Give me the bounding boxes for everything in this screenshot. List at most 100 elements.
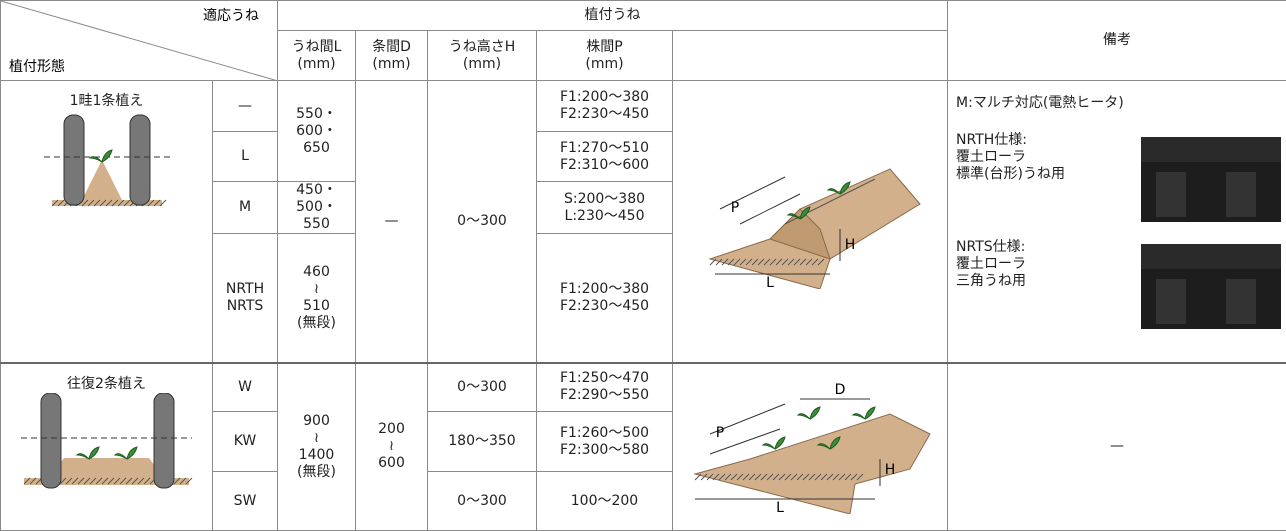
bed-height: 0～300 <box>428 472 537 531</box>
remark-text: NRTH仕様:覆土ローラ標準(台形)うね用 <box>956 132 1065 183</box>
cell-text: F2:230～450 <box>537 298 672 315</box>
cell-text: F1:270～510 <box>537 140 672 157</box>
planting-form: 往復2条植え <box>1 363 213 531</box>
cell-text: — <box>948 438 1286 455</box>
row-spacing: 450・500・550 <box>278 182 356 234</box>
drawing: H <box>885 462 896 478</box>
drawing: D <box>835 382 846 398</box>
cell-text: ≀ <box>356 438 427 455</box>
drawing: L <box>776 500 784 514</box>
drawing: 適応うね <box>203 7 259 24</box>
variant: W <box>213 363 278 412</box>
row-spacing: 900≀1400(無段) <box>278 363 356 531</box>
group-header: 植付うね <box>278 1 948 31</box>
cell-text: 0～300 <box>428 493 536 510</box>
empty-header <box>673 31 948 81</box>
cell-text: 600・ <box>278 123 355 140</box>
cell-text: (無段) <box>278 464 355 481</box>
cell-text: F1:200～380 <box>537 89 672 106</box>
cell-text: ≀ <box>278 430 355 447</box>
cell-text: 条間D <box>356 39 427 56</box>
column-header: うね間L(mm) <box>278 31 356 81</box>
cell-text: 三角うね用 <box>956 273 1026 290</box>
cell-text: 株間P <box>537 39 672 56</box>
form-label: 往復2条植え <box>1 376 212 393</box>
cell-text: (無段) <box>278 315 355 332</box>
column-header: 株間P(mm) <box>537 31 673 81</box>
cell-text: F1:260～500 <box>537 425 672 442</box>
corner-cell: 適応うね植付形態 <box>1 1 278 81</box>
drawing <box>1136 132 1286 227</box>
drawing: P D H L <box>680 374 940 514</box>
ridge-diagram: P D H L <box>673 363 948 531</box>
variant: SW <box>213 472 278 531</box>
cell-text: (mm) <box>278 56 355 73</box>
row-spacing: 550・600・650 <box>278 81 356 182</box>
cell-text: F2:230～450 <box>537 106 672 123</box>
cell-text: F2:290～550 <box>537 387 672 404</box>
drawing <box>19 393 194 493</box>
bed-spacing: — <box>356 81 428 363</box>
bed-height: 180～350 <box>428 412 537 472</box>
drawing: H <box>845 237 856 253</box>
cell-text: 500・ <box>278 199 355 216</box>
cell-text: 100～200 <box>537 493 672 510</box>
cell-text: 200 <box>356 421 427 438</box>
variant: — <box>213 81 278 132</box>
cell-text: うね高さH <box>428 39 536 56</box>
cell-text: M <box>213 199 277 216</box>
cell-text: 550 <box>278 216 355 233</box>
table-row: 適応うね植付形態植付うね備考 <box>1 1 1286 31</box>
remark-text: NRTS仕様:覆土ローラ三角うね用 <box>956 239 1026 290</box>
drawing: P <box>716 425 724 441</box>
drawing <box>42 110 172 220</box>
drawing: L <box>766 275 774 289</box>
cell-text: L <box>213 148 277 165</box>
cell-text: 550・ <box>278 106 355 123</box>
cell-text: 450・ <box>278 182 355 199</box>
remark-note: M:マルチ対応(電熱ヒータ) <box>956 95 1286 112</box>
variant: L <box>213 132 278 182</box>
plant-spacing: 100～200 <box>537 472 673 531</box>
drawing <box>1136 239 1286 334</box>
variant: KW <box>213 412 278 472</box>
cell-text: 1400 <box>278 447 355 464</box>
drawing: P <box>731 200 739 216</box>
cell-text: 標準(台形)うね用 <box>956 166 1065 183</box>
cell-text: — <box>213 98 277 115</box>
cell-text: W <box>213 379 277 396</box>
cell-text: ≀ <box>278 281 355 298</box>
cell-text: NRTS仕様: <box>956 239 1026 256</box>
ridge-diagram: P H L <box>673 81 948 363</box>
cell-text: F2:300～580 <box>537 442 672 459</box>
bed-height: 0～300 <box>428 81 537 363</box>
cell-text: — <box>356 213 427 230</box>
cell-text: F1:200～380 <box>537 281 672 298</box>
remarks: — <box>948 363 1286 531</box>
cell-text: 覆土ローラ <box>956 149 1065 166</box>
row-spacing: 460≀510(無段) <box>278 234 356 363</box>
remark-item: NRTS仕様:覆土ローラ三角うね用 <box>956 239 1286 334</box>
variant: M <box>213 182 278 234</box>
drawing: 植付形態 <box>9 59 65 75</box>
cell-text: NRTH <box>213 281 277 298</box>
column-header: うね高さH(mm) <box>428 31 537 81</box>
cell-text: F2:310～600 <box>537 157 672 174</box>
remarks-header: 備考 <box>948 1 1286 81</box>
cell-text: うね間L <box>278 39 355 56</box>
cell-text: (mm) <box>356 56 427 73</box>
cell-text: 650 <box>278 140 355 157</box>
cell-text: 900 <box>278 413 355 430</box>
cell-text: 備考 <box>948 32 1286 49</box>
cell-text: NRTS <box>213 298 277 315</box>
